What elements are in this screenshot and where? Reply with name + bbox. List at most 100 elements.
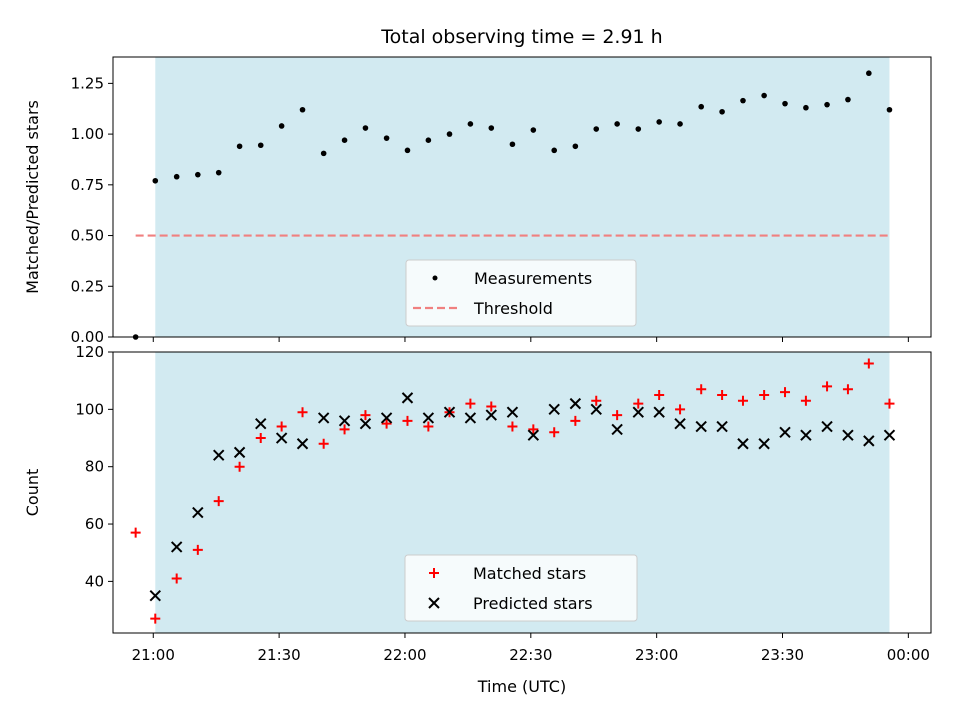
- matched-star-point: [822, 381, 833, 392]
- predicted-star-point: [359, 417, 372, 430]
- y-tick-label: 40: [85, 572, 104, 590]
- measurement-point: [635, 126, 642, 132]
- matched-star-point: [800, 395, 811, 406]
- predicted-star-point: [737, 438, 749, 450]
- predicted-star-point: [527, 429, 540, 441]
- matched-star-point: [234, 461, 245, 472]
- matched-star-point: [339, 424, 350, 435]
- matched-star-point: [276, 421, 287, 432]
- x-tick-label: 22:00: [383, 646, 426, 664]
- predicted-star-point: [192, 506, 204, 519]
- matched-star-point: [381, 418, 392, 429]
- measurement-point: [257, 142, 264, 149]
- measurement-point: [509, 141, 516, 148]
- y-tick-label: 100: [75, 400, 104, 418]
- predicted-star-point: [401, 392, 414, 404]
- matched-star-point: [297, 407, 308, 418]
- matched-star-point: [402, 415, 413, 426]
- legend-marker-cross: [428, 597, 440, 609]
- measurement-point: [803, 104, 809, 111]
- y-tick-label: 1.25: [71, 74, 104, 92]
- matched-star-point: [612, 410, 623, 421]
- legend-marker-plus: [429, 568, 439, 578]
- measurement-point: [299, 106, 306, 113]
- matched-star-point: [360, 410, 371, 421]
- matched-star-point: [318, 438, 329, 449]
- predicted-star-point: [338, 415, 351, 427]
- predicted-star-point: [695, 420, 707, 433]
- legend-marker-dot: [432, 275, 438, 281]
- predicted-star-point: [842, 429, 854, 441]
- measurement-point: [886, 106, 893, 113]
- predicted-star-point: [296, 438, 309, 450]
- matched-star-point: [737, 395, 748, 406]
- predicted-star-point: [233, 446, 246, 459]
- matched-star-point: [696, 384, 707, 395]
- measurement-point: [383, 135, 390, 141]
- matched-star-point: [192, 544, 203, 555]
- matched-star-point: [255, 433, 266, 444]
- matched-star-point: [213, 496, 224, 507]
- series-predicted-stars: [149, 392, 896, 602]
- predicted-star-point: [883, 429, 896, 441]
- matched-star-point: [633, 398, 644, 409]
- axes-frame: [112, 56, 932, 338]
- legend-label: Threshold: [473, 299, 553, 318]
- measurement-point: [572, 143, 579, 150]
- x-tick-label: 22:30: [509, 646, 552, 664]
- predicted-star-point: [149, 590, 161, 602]
- measurement-point: [530, 127, 537, 133]
- matched-star-point: [486, 401, 497, 412]
- measurement-point: [593, 126, 600, 132]
- predicted-star-point: [758, 438, 770, 450]
- predicted-star-point: [443, 406, 456, 418]
- measurement-point: [446, 131, 453, 137]
- predicted-star-point: [380, 412, 393, 424]
- panel-bottom: 40 60 80 100 120 21:00 21:30 22:00 22:30 23:00 23:…: [23, 343, 932, 696]
- matched-star-point: [507, 421, 518, 432]
- measurement-point: [215, 169, 222, 176]
- y-axis-label: Matched/Predicted stars: [23, 100, 42, 294]
- measurement-point: [614, 121, 620, 127]
- measurement-point: [467, 121, 474, 127]
- measurement-point: [404, 147, 411, 154]
- predicted-star-point: [548, 403, 560, 416]
- measurement-point: [677, 121, 683, 127]
- matched-star-point: [549, 427, 560, 438]
- y-tick-label: 60: [85, 515, 104, 533]
- y-tick-label: 0.25: [71, 277, 104, 295]
- panel-top: 0.00 0.25 0.50 0.75 1.00 1.25 Total observing …: [23, 26, 932, 346]
- y-axis-label: Count: [23, 469, 42, 517]
- matched-star-point: [423, 421, 434, 432]
- measurement-point: [362, 125, 369, 131]
- measurement-point: [719, 108, 725, 115]
- matched-star-point: [528, 424, 539, 435]
- predicted-star-point: [485, 409, 498, 421]
- predicted-star-point: [632, 406, 644, 418]
- matched-star-point: [780, 387, 791, 398]
- y-tick-label: 0.00: [71, 328, 104, 346]
- measurement-point: [425, 137, 432, 143]
- predicted-star-point: [590, 403, 602, 416]
- legend-box: [404, 554, 638, 622]
- x-axis-label: Time (UTC): [477, 677, 566, 696]
- measurement-point: [488, 125, 495, 131]
- measurement-point: [341, 137, 348, 143]
- predicted-star-point: [800, 429, 812, 441]
- y-tick-label: 80: [85, 458, 104, 476]
- measurement-point: [236, 143, 243, 150]
- y-tick-label: 1.00: [71, 125, 104, 143]
- legend: Matched stars Predicted stars: [404, 554, 638, 622]
- x-tick-label: 23:00: [635, 646, 678, 664]
- legend: Measurements Threshold: [405, 259, 637, 327]
- measurement-point: [761, 92, 767, 99]
- legend-box: [405, 259, 637, 327]
- matched-star-point: [675, 404, 686, 415]
- axes-frame: [112, 351, 932, 634]
- matched-star-point: [759, 390, 770, 401]
- predicted-star-point: [653, 406, 665, 418]
- predicted-star-point: [275, 432, 288, 444]
- predicted-star-point: [716, 420, 728, 433]
- matched-star-point: [130, 527, 141, 538]
